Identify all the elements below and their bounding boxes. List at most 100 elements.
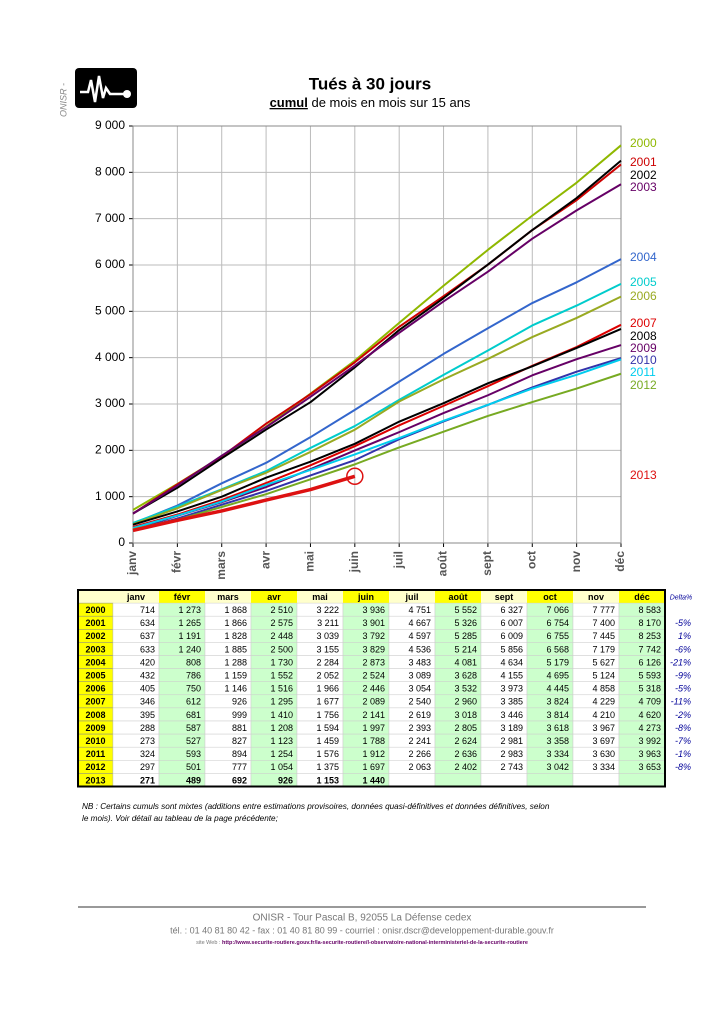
legend-label: 2007 [630, 316, 657, 330]
row-delta: -21% [670, 657, 691, 667]
table-value: 894 [232, 749, 247, 759]
table-value: 1 756 [316, 710, 339, 720]
legend-label: 2010 [630, 353, 657, 367]
table-value: 1 697 [362, 762, 385, 772]
table-value: 6 755 [546, 631, 569, 641]
table-value: 3 992 [638, 736, 661, 746]
table-header: oct [543, 592, 557, 602]
series-line [132, 372, 622, 531]
table-value: 4 709 [638, 697, 661, 707]
row-delta: 1% [678, 631, 691, 641]
table-value: 3 901 [362, 618, 385, 628]
table-value: 1 868 [224, 605, 247, 615]
x-tick-label: juil [391, 551, 405, 569]
table-value: 5 627 [592, 657, 615, 667]
table-value: 5 285 [454, 631, 477, 641]
table-value: 7 742 [638, 644, 661, 654]
table-value: 808 [186, 657, 201, 667]
table-value: 2 241 [408, 736, 431, 746]
table-value: 2 510 [270, 605, 293, 615]
x-tick-label: mars [214, 551, 228, 580]
table-value: 346 [140, 697, 155, 707]
table-value: 527 [186, 736, 201, 746]
table-value: 1 912 [362, 749, 385, 759]
table-value: 4 667 [408, 618, 431, 628]
table-value: 1 208 [270, 723, 293, 733]
table-value: 2 873 [362, 657, 385, 667]
table-header: mai [312, 592, 328, 602]
header-highlight [435, 590, 481, 604]
row-year: 2011 [86, 749, 106, 759]
row-year: 2000 [85, 605, 105, 615]
table-value: 432 [140, 671, 155, 681]
table-value: 6 327 [500, 605, 523, 615]
table-value: 7 400 [592, 618, 615, 628]
table-value: 7 777 [592, 605, 615, 615]
table-value: 6 126 [638, 657, 661, 667]
series-line [132, 183, 622, 515]
row-year: 2012 [85, 762, 105, 772]
legend-label: 2005 [630, 275, 657, 289]
x-tick-label: mai [303, 551, 317, 572]
note-line: NB : Certains cumuls sont mixtes (additi… [82, 802, 550, 811]
x-tick-label: sept [480, 551, 494, 576]
table-value: 2 500 [270, 644, 293, 654]
table-value: 3 189 [500, 723, 523, 733]
table-value: 3 483 [408, 657, 431, 667]
table-value: 3 814 [546, 710, 569, 720]
table-value: 3 222 [316, 605, 339, 615]
legend-label: 2013 [630, 468, 657, 482]
table-value: 750 [186, 684, 201, 694]
table-value: 8 170 [638, 618, 661, 628]
table-value: 4 210 [592, 710, 615, 720]
table-value: 2 805 [454, 723, 477, 733]
table-value: 3 653 [638, 762, 661, 772]
row-year: 2013 [85, 775, 105, 785]
table-value: 501 [186, 762, 201, 772]
row-delta: -6% [675, 644, 691, 654]
table-header: juin [357, 592, 374, 602]
table-value: 6 754 [546, 618, 569, 628]
row-delta: -11% [671, 697, 691, 707]
table-value: 593 [186, 749, 201, 759]
table-value: 5 124 [592, 671, 615, 681]
table-value: 612 [186, 697, 201, 707]
table-value: 2 402 [454, 762, 477, 772]
y-tick-label: 1 000 [95, 489, 125, 503]
table-header: sept [495, 592, 514, 602]
table-value: 3 385 [500, 697, 523, 707]
table-value: 3 618 [546, 723, 569, 733]
table-value: 2 524 [362, 671, 385, 681]
row-delta: -8% [675, 723, 691, 733]
table-value: 1 459 [316, 736, 339, 746]
row-year: 2006 [85, 684, 105, 694]
table-value: 420 [140, 657, 155, 667]
header-highlight [343, 590, 389, 604]
table-value: 7 179 [592, 644, 615, 654]
y-tick-label: 8 000 [95, 165, 125, 179]
table-value: 2 446 [362, 684, 385, 694]
table-value: 405 [140, 684, 155, 694]
table-value: 3 211 [317, 618, 339, 628]
table-header: août [449, 592, 468, 602]
table-value: 3 967 [592, 723, 615, 733]
table-value: 1 410 [270, 710, 293, 720]
table-value: 881 [232, 723, 247, 733]
table-value: 2 089 [362, 697, 385, 707]
row-year: 2007 [85, 697, 105, 707]
legend-label: 2004 [630, 250, 657, 264]
table-value: 3 532 [454, 684, 477, 694]
table-value: 681 [186, 710, 201, 720]
table-value: 4 155 [500, 671, 523, 681]
table-value: 714 [140, 605, 155, 615]
table-value: 1 866 [224, 618, 247, 628]
table-value: 489 [186, 775, 201, 785]
table-cell [434, 773, 482, 787]
table-value: 1 440 [362, 775, 385, 785]
table-value: 1 273 [178, 605, 201, 615]
y-tick-label: 7 000 [95, 211, 125, 225]
subtitle-rest: de mois en mois sur 15 ans [308, 95, 471, 110]
table-value: 4 081 [454, 657, 477, 667]
row-delta: -7% [675, 736, 691, 746]
table-value: 1 054 [270, 762, 293, 772]
